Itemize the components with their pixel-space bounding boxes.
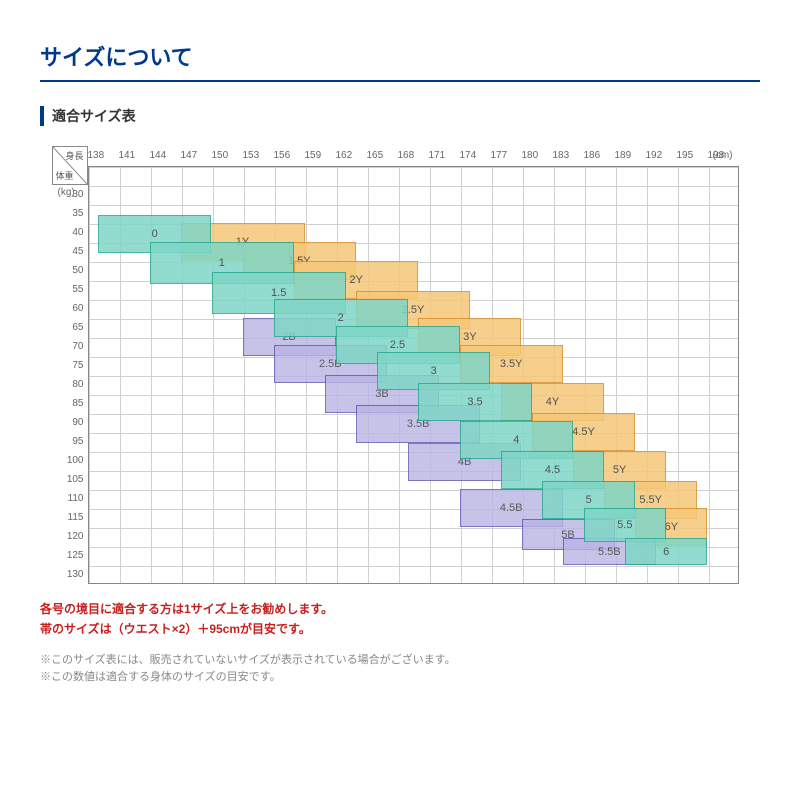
x-tick: 153 bbox=[243, 150, 274, 161]
y-tick: 90 bbox=[52, 413, 88, 432]
note-secondary-line: ※この数値は適合する身体のサイズの目安です。 bbox=[40, 669, 760, 687]
x-tick: 198 bbox=[708, 150, 739, 161]
x-tick: 138 bbox=[88, 150, 119, 161]
x-tick: 192 bbox=[646, 150, 677, 161]
y-axis-ticks: 3035404550556065707580859095100105110115… bbox=[52, 185, 88, 584]
note-primary-line: 帯のサイズは（ウエスト×2）＋95cmが目安です。 bbox=[40, 619, 760, 639]
y-tick: 45 bbox=[52, 242, 88, 261]
x-axis-label: 身長 bbox=[65, 149, 83, 162]
y-tick: 80 bbox=[52, 375, 88, 394]
x-tick: 174 bbox=[460, 150, 491, 161]
notes-primary: 各号の境目に適合する方は1サイズ上をお勧めします。帯のサイズは（ウエスト×2）＋… bbox=[40, 599, 760, 640]
size-chart: 身長体重(cm)(kg)1381411441471501531561591621… bbox=[52, 146, 749, 575]
x-tick: 183 bbox=[553, 150, 584, 161]
y-tick: 120 bbox=[52, 527, 88, 546]
y-tick: 50 bbox=[52, 261, 88, 280]
x-tick: 144 bbox=[150, 150, 181, 161]
x-tick: 159 bbox=[305, 150, 336, 161]
x-tick: 150 bbox=[212, 150, 243, 161]
size-box: 6 bbox=[625, 538, 708, 565]
x-tick: 147 bbox=[181, 150, 212, 161]
x-tick: 168 bbox=[398, 150, 429, 161]
x-tick: 180 bbox=[522, 150, 553, 161]
x-tick: 195 bbox=[677, 150, 708, 161]
page-title: サイズについて bbox=[40, 40, 760, 82]
note-primary-line: 各号の境目に適合する方は1サイズ上をお勧めします。 bbox=[40, 599, 760, 619]
y-tick: 115 bbox=[52, 508, 88, 527]
section-title: 適合サイズ表 bbox=[40, 106, 760, 126]
notes-secondary: ※このサイズ表には、販売されていないサイズが表示されている場合がございます。※こ… bbox=[40, 652, 760, 687]
x-tick: 162 bbox=[336, 150, 367, 161]
x-tick: 186 bbox=[584, 150, 615, 161]
y-tick: 40 bbox=[52, 223, 88, 242]
y-tick: 100 bbox=[52, 451, 88, 470]
axis-corner: 身長体重 bbox=[52, 146, 88, 185]
x-axis-ticks: 1381411441471501531561591621651681711741… bbox=[88, 150, 739, 161]
size-box: 5.5 bbox=[584, 508, 667, 542]
x-tick: 189 bbox=[615, 150, 646, 161]
x-tick: 141 bbox=[119, 150, 150, 161]
y-tick: 130 bbox=[52, 565, 88, 584]
x-tick: 165 bbox=[367, 150, 398, 161]
y-tick: 105 bbox=[52, 470, 88, 489]
y-tick: 75 bbox=[52, 356, 88, 375]
y-tick: 95 bbox=[52, 432, 88, 451]
y-tick: 110 bbox=[52, 489, 88, 508]
y-axis-label: 体重 bbox=[56, 169, 74, 182]
x-tick: 177 bbox=[491, 150, 522, 161]
y-tick: 30 bbox=[52, 185, 88, 204]
y-tick: 125 bbox=[52, 546, 88, 565]
x-tick: 171 bbox=[429, 150, 460, 161]
x-tick: 156 bbox=[274, 150, 305, 161]
y-tick: 60 bbox=[52, 299, 88, 318]
y-tick: 65 bbox=[52, 318, 88, 337]
note-secondary-line: ※このサイズ表には、販売されていないサイズが表示されている場合がございます。 bbox=[40, 652, 760, 670]
y-tick: 35 bbox=[52, 204, 88, 223]
y-tick: 85 bbox=[52, 394, 88, 413]
y-tick: 70 bbox=[52, 337, 88, 356]
size-box: 3.5 bbox=[418, 383, 532, 421]
y-tick: 55 bbox=[52, 280, 88, 299]
